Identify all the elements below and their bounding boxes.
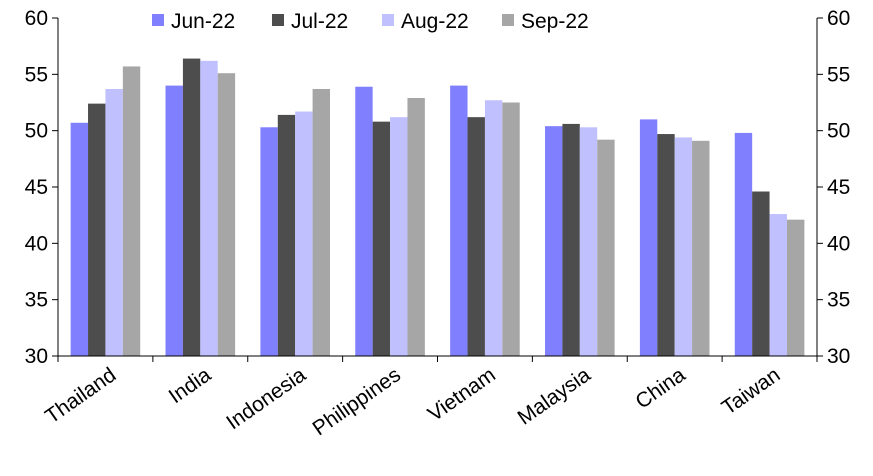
legend-swatch-jun-22 [152,14,164,26]
bar-thailand-aug-22 [105,88,123,356]
bar-indonesia-jun-22 [260,127,278,356]
bar-china-sep-22 [692,140,710,356]
bar-malaysia-jul-22 [562,123,580,356]
category-label-india: India [165,363,216,408]
chart-bars [70,58,805,357]
left-y-tick-label: 60 [25,7,48,30]
category-label-thailand: Thailand [41,363,120,428]
bar-india-jul-22 [182,58,201,357]
chart-legend: Jun-22 Jul-22 Aug-22 Sep-22 [152,10,589,33]
bar-taiwan-sep-22 [786,219,805,356]
bar-india-aug-22 [200,60,218,357]
bar-philippines-aug-22 [390,117,408,357]
legend-label-jun-22: Jun-22 [171,10,235,33]
right-y-tick-label: 45 [827,176,850,199]
bar-philippines-jul-22 [372,121,391,357]
bar-malaysia-aug-22 [579,127,598,356]
category-label-taiwan: Taiwan [718,363,785,419]
legend-swatch-jul-22 [272,14,284,26]
right-y-tick-label: 50 [827,120,850,143]
category-label-vietnam: Vietnam [424,363,500,426]
bar-philippines-jun-22 [355,86,373,356]
bar-china-jun-22 [639,119,658,357]
left-y-tick-label: 40 [25,232,48,255]
right-y-tick-label: 55 [827,63,850,86]
bar-indonesia-jul-22 [277,114,296,356]
legend-label-jul-22: Jul-22 [291,10,348,33]
right-y-tick-label: 60 [827,7,850,30]
bar-china-jul-22 [657,134,675,356]
bar-china-aug-22 [674,137,693,356]
right-y-tick-label: 30 [827,345,850,368]
bar-vietnam-jul-22 [467,117,485,357]
left-y-tick-label: 55 [25,63,48,86]
bar-vietnam-sep-22 [502,102,520,356]
bar-taiwan-jul-22 [752,191,770,356]
bar-india-jun-22 [165,85,183,356]
left-y-tick-label: 45 [25,176,48,199]
left-y-tick-label: 35 [25,289,48,312]
bar-thailand-jul-22 [88,103,106,356]
bar-thailand-jun-22 [70,122,89,356]
category-label-china: China [631,363,689,413]
bar-malaysia-sep-22 [597,139,615,356]
category-label-indonesia: Indonesia [222,363,310,434]
category-label-philippines: Philippines [309,363,405,440]
bar-indonesia-aug-22 [295,111,313,356]
category-label-malaysia: Malaysia [514,363,595,430]
legend-label-sep-22: Sep-22 [521,10,589,33]
bar-vietnam-jun-22 [450,85,468,356]
legend-swatch-aug-22 [382,14,394,26]
right-y-tick-label: 40 [827,232,850,255]
bar-malaysia-jun-22 [545,126,563,356]
legend-label-aug-22: Aug-22 [401,10,469,33]
bar-taiwan-jun-22 [734,132,753,356]
left-y-tick-label: 30 [25,345,48,368]
bar-vietnam-aug-22 [484,100,503,356]
bar-taiwan-aug-22 [769,214,787,356]
bar-thailand-sep-22 [122,66,141,356]
bar-india-sep-22 [217,73,236,357]
chart-axes [52,17,823,362]
right-y-tick-label: 35 [827,289,850,312]
bar-philippines-sep-22 [407,97,425,357]
bar-indonesia-sep-22 [312,88,330,356]
left-y-tick-label: 50 [25,120,48,143]
legend-swatch-sep-22 [502,14,514,26]
